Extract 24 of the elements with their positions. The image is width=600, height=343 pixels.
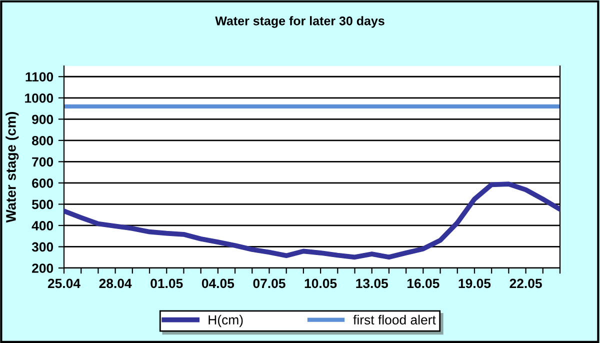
legend-label: H(cm)	[208, 314, 243, 328]
legend-label: first flood alert	[353, 314, 436, 325]
y-tick-label: 400	[32, 221, 54, 230]
x-tick-label: 19.05	[458, 278, 491, 288]
x-tick-label: 04.05	[202, 278, 234, 288]
x-tick-label: 28.04	[99, 278, 132, 288]
x-tick-label: 01.05	[150, 278, 183, 288]
x-tick-label: 16.05	[407, 278, 440, 288]
y-tick-label: 1000	[25, 93, 54, 103]
x-tick-label: 07.05	[253, 278, 286, 288]
y-tick-label: 200	[32, 264, 54, 273]
y-tick-label: 500	[32, 200, 54, 210]
x-tick-label: 22.05	[510, 278, 542, 288]
y-tick-label: 800	[32, 136, 54, 146]
y-tick-label: 900	[32, 114, 54, 124]
y-tick-label: 300	[32, 242, 54, 252]
x-tick-label: 13.05	[356, 278, 388, 288]
y-axis-title: Water stage (cm)	[6, 112, 19, 223]
y-tick-label: 700	[32, 157, 54, 167]
chart-title: Water stage for later 30 days	[215, 16, 384, 28]
x-tick-label: 25.04	[48, 278, 80, 288]
y-tick-label: 600	[32, 178, 54, 188]
x-tick-label: 10.05	[304, 278, 337, 288]
y-tick-label: 1100	[26, 72, 54, 82]
